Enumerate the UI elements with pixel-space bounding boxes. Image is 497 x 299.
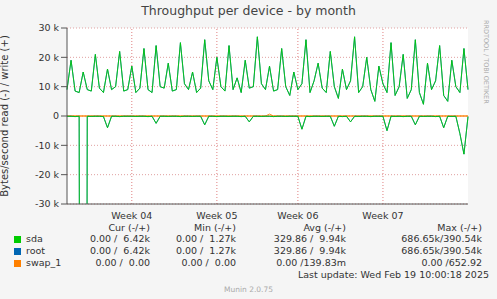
svg-text:-30 k: -30 k: [35, 198, 60, 209]
html-text:Cur (-/+): Cur (-/+): [108, 222, 150, 233]
svg-text:0: 0: [53, 110, 59, 121]
html-text:329.86 / 9.94k: 329.86 / 9.94k: [273, 233, 346, 244]
svg-text:-20 k: -20 k: [35, 169, 60, 180]
html-text:Munin 2.0.75: Munin 2.0.75: [224, 285, 273, 294]
svg-text:20 k: 20 k: [38, 52, 59, 63]
html-text:0.00 / 0.00: 0.00 / 0.00: [181, 257, 236, 268]
html-text:0.00 / 6.42k: 0.00 / 6.42k: [89, 233, 150, 244]
svg-text:10 k: 10 k: [38, 81, 59, 92]
html-text:0.00 / 6.42k: 0.00 / 6.42k: [89, 245, 150, 256]
svg-text:Bytes/second read (-) / write: Bytes/second read (-) / write (+): [8, 35, 10, 197]
svg-text:Week 07: Week 07: [362, 210, 403, 221]
html-text:0.00 / 1.27k: 0.00 / 1.27k: [175, 245, 236, 256]
svg-text:Week 06: Week 06: [277, 210, 318, 221]
svg-text:Week 05: Week 05: [196, 210, 237, 221]
html-text:root: root: [26, 245, 45, 256]
html-text:0.00 / 0.00: 0.00 / 0.00: [95, 257, 150, 268]
html-text:686.65k/390.54k: 686.65k/390.54k: [401, 245, 482, 256]
svg-text:-10 k: -10 k: [35, 140, 60, 151]
html-text:swap_1: swap_1: [26, 257, 62, 268]
svg-text:30 k: 30 k: [38, 22, 59, 33]
html-text:0.00 / 1.27k: 0.00 / 1.27k: [175, 233, 236, 244]
html-text:Throughput per device - by mon: Throughput per device - by month: [141, 3, 356, 18]
html-text:Avg (-/+): Avg (-/+): [303, 222, 346, 233]
html-text:RRDTOOL / TOBI OETIKER: RRDTOOL / TOBI OETIKER: [482, 20, 490, 104]
html-text:Max (-/+): Max (-/+): [437, 222, 482, 233]
html-text:0.00 /139.83m: 0.00 /139.83m: [276, 257, 346, 268]
html-text:sda: sda: [26, 233, 43, 244]
html-text:686.65k/390.54k: 686.65k/390.54k: [401, 233, 482, 244]
html-text:329.86 / 9.94k: 329.86 / 9.94k: [273, 245, 346, 256]
html-text:Last update: Wed Feb 19 10:00:: Last update: Wed Feb 19 10:00:18 2025: [298, 269, 489, 280]
html-text:Min (-/+): Min (-/+): [194, 222, 236, 233]
svg-text:Week 04: Week 04: [111, 210, 152, 221]
html-text:0.00 /652.92: 0.00 /652.92: [421, 257, 482, 268]
